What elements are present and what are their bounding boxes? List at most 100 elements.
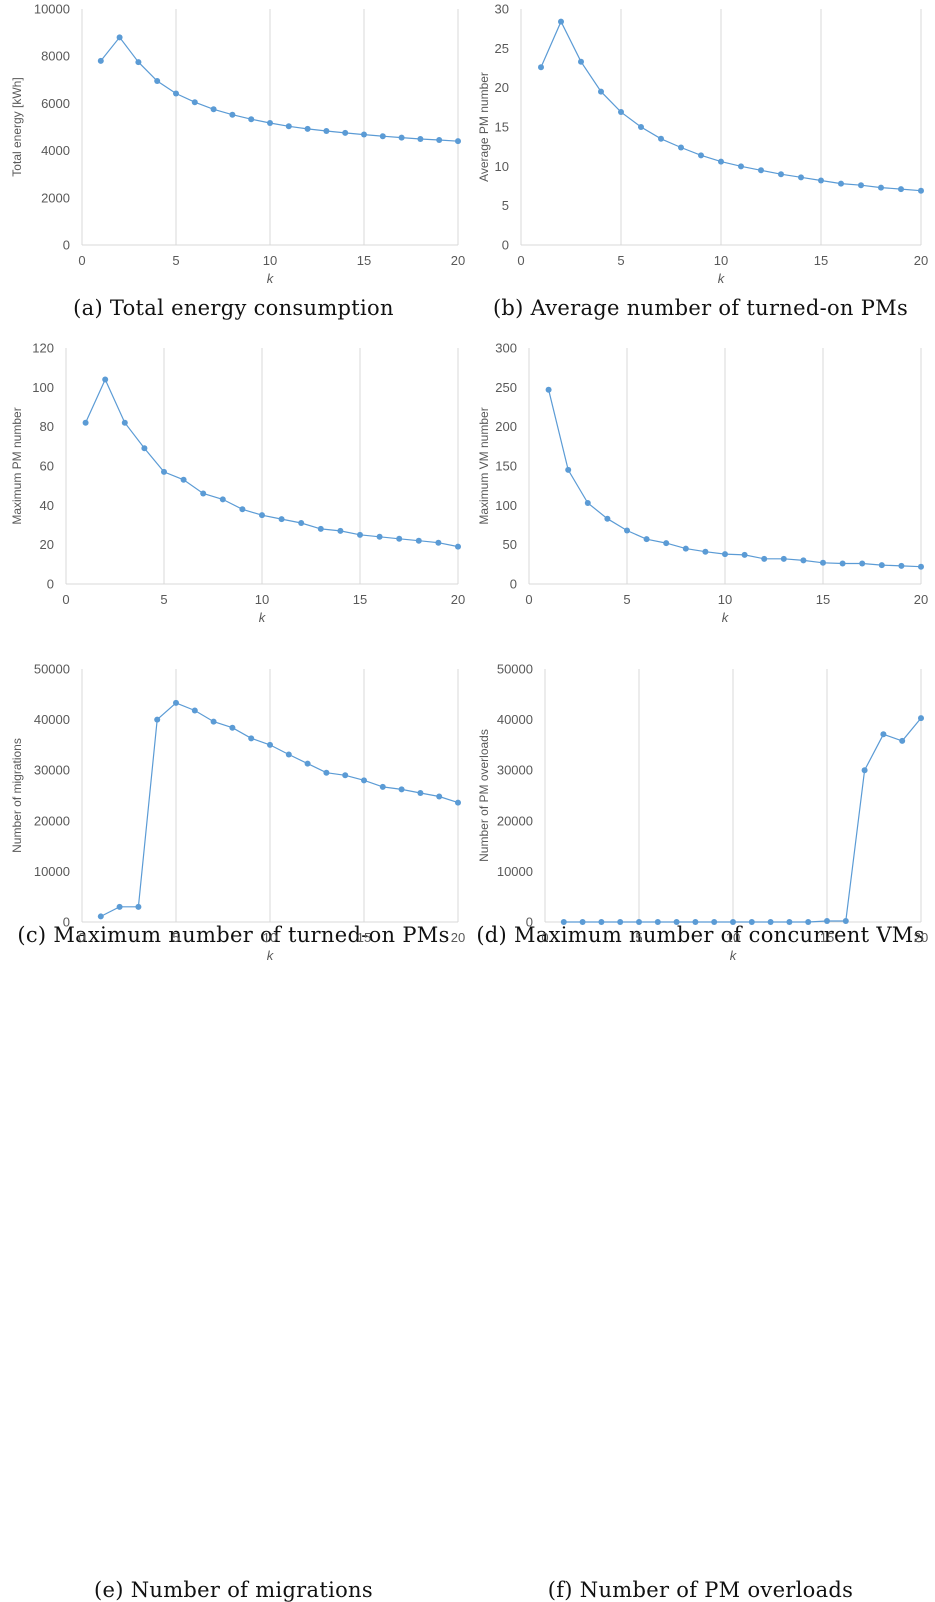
y-tick-label: 4000	[41, 143, 70, 158]
x-tick-label: 10	[726, 930, 740, 945]
y-tick-label: 15	[495, 120, 509, 135]
data-point	[644, 536, 650, 542]
data-point	[711, 919, 717, 925]
data-point	[305, 126, 311, 132]
data-point	[749, 919, 755, 925]
data-point	[880, 731, 886, 737]
data-point	[918, 715, 924, 721]
data-point	[698, 152, 704, 158]
chart-caption-a: (a) Total energy consumption	[0, 296, 467, 320]
chart-caption-f: (f) Number of PM overloads	[467, 1578, 934, 1602]
y-tick-label: 30	[495, 2, 509, 17]
chart-caption-e: (e) Number of migrations	[0, 1578, 467, 1602]
data-point	[154, 717, 160, 723]
data-point	[98, 58, 104, 64]
data-point	[380, 784, 386, 790]
data-point	[161, 469, 167, 475]
data-point	[781, 556, 787, 562]
data-point	[738, 163, 744, 169]
y-tick-label: 8000	[41, 49, 70, 64]
data-point	[838, 181, 844, 187]
y-tick-label: 100	[32, 380, 54, 395]
x-tick-label: 5	[172, 253, 179, 268]
series-line	[541, 22, 921, 191]
data-point	[702, 549, 708, 555]
x-tick-label: 20	[451, 930, 465, 945]
x-tick-label: 5	[635, 930, 642, 945]
y-tick-label: 60	[40, 459, 54, 474]
y-tick-label: 6000	[41, 96, 70, 111]
y-tick-label: 10000	[497, 864, 533, 879]
x-tick-label: 10	[263, 253, 277, 268]
data-point	[211, 106, 217, 112]
data-point	[638, 124, 644, 130]
data-point	[546, 387, 552, 393]
y-tick-label: 30000	[497, 763, 533, 778]
data-point	[436, 794, 442, 800]
y-tick-label: 20	[40, 537, 54, 552]
chart-svg-f: 0 5 10 15 2001000020000300004000050000kNumbe…	[467, 664, 934, 964]
data-point	[683, 546, 689, 552]
data-point	[455, 138, 461, 144]
y-tick-label: 200	[495, 419, 517, 434]
data-point	[604, 516, 610, 522]
data-point	[342, 130, 348, 136]
data-point	[761, 556, 767, 562]
data-point	[820, 560, 826, 566]
data-point	[173, 90, 179, 96]
y-axis-title: Maximum VM number	[477, 407, 491, 524]
data-point	[843, 918, 849, 924]
data-point	[742, 552, 748, 558]
data-point	[899, 738, 905, 744]
data-point	[768, 919, 774, 925]
data-point	[117, 904, 123, 910]
data-point	[778, 171, 784, 177]
y-tick-label: 50000	[34, 662, 70, 677]
data-point	[824, 918, 830, 924]
data-point	[239, 506, 245, 512]
series-line	[564, 718, 921, 922]
x-tick-label: 10	[263, 930, 277, 945]
data-point	[840, 561, 846, 567]
chart-svg-a: 0 5 10 15 20 0 2000 4000 6000 8000 10000 k Total ene…	[0, 0, 467, 300]
y-tick-label: 80	[40, 419, 54, 434]
x-tick-label: 20	[451, 253, 465, 268]
data-point	[805, 919, 811, 925]
x-tick-label: 0	[525, 592, 532, 607]
chart-caption-b: (b) Average number of turned-on PMs	[467, 296, 934, 320]
chart-panel-d: 0 5 10 15 20 0 50 100 150 200 250 300 k Maximum VM nu…	[467, 339, 934, 674]
data-point	[298, 520, 304, 526]
x-axis-title: k	[730, 948, 738, 963]
data-point	[135, 904, 141, 910]
x-tick-label: 0	[517, 253, 524, 268]
x-tick-label: 20	[914, 253, 928, 268]
x-tick-label: 15	[357, 253, 371, 268]
data-point	[399, 786, 405, 792]
data-point	[878, 185, 884, 191]
data-point	[918, 188, 924, 194]
x-axis-title: k	[722, 610, 730, 625]
data-point	[598, 919, 604, 925]
x-axis-title: k	[267, 271, 275, 286]
data-point	[898, 563, 904, 569]
series-line	[549, 390, 921, 567]
x-tick-label: 5	[160, 592, 167, 607]
data-point	[862, 767, 868, 773]
x-tick-label: 20	[914, 592, 928, 607]
data-point	[181, 477, 187, 483]
data-point	[798, 174, 804, 180]
data-point	[598, 89, 604, 95]
data-point	[135, 59, 141, 65]
data-point	[248, 116, 254, 122]
data-point	[380, 133, 386, 139]
data-point	[377, 534, 383, 540]
data-point	[248, 735, 254, 741]
y-tick-label: 20	[495, 80, 509, 95]
chart-svg-c: 0 5 10 15 20 0 20 40 60 80 100 120 k Maximum PM numbe…	[0, 339, 467, 639]
data-point	[323, 770, 329, 776]
data-point	[98, 913, 104, 919]
data-point	[141, 445, 147, 451]
y-tick-label: 10000	[34, 2, 70, 17]
data-point	[624, 528, 630, 534]
data-point	[122, 420, 128, 426]
